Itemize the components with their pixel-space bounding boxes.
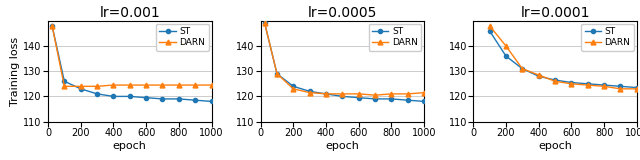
DARN [568, 83, 575, 85]
ST [616, 85, 624, 87]
ST [600, 84, 608, 86]
DARN [388, 93, 396, 95]
Legend: ST, DARN: ST, DARN [156, 24, 209, 51]
ST [355, 97, 363, 99]
ST [109, 95, 117, 97]
DARN [486, 25, 493, 27]
ST [175, 98, 182, 100]
DARN [48, 25, 56, 27]
Line: ST: ST [488, 29, 639, 90]
DARN [551, 80, 559, 82]
ST [339, 95, 346, 97]
Title: lr=0.0005: lr=0.0005 [308, 6, 377, 20]
DARN [93, 85, 101, 87]
ST [420, 100, 428, 102]
DARN [404, 93, 412, 95]
X-axis label: epoch: epoch [538, 141, 572, 151]
ST [273, 73, 281, 75]
Legend: ST, DARN: ST, DARN [369, 24, 422, 51]
X-axis label: epoch: epoch [113, 141, 147, 151]
DARN [289, 88, 297, 90]
DARN [535, 74, 543, 76]
ST [404, 99, 412, 101]
DARN [322, 93, 330, 95]
DARN [109, 84, 117, 86]
X-axis label: epoch: epoch [326, 141, 359, 151]
Line: DARN: DARN [262, 21, 427, 98]
Title: lr=0.001: lr=0.001 [99, 6, 160, 20]
ST [61, 80, 68, 82]
DARN [584, 84, 591, 86]
ST [191, 99, 199, 101]
ST [518, 68, 526, 70]
ST [584, 83, 591, 85]
Line: DARN: DARN [487, 23, 639, 91]
DARN [420, 92, 428, 94]
DARN [142, 84, 150, 86]
ST [535, 75, 543, 77]
DARN [208, 84, 216, 86]
DARN [175, 84, 182, 86]
DARN [261, 22, 269, 24]
DARN [77, 85, 84, 87]
Line: ST: ST [262, 21, 426, 104]
DARN [273, 73, 281, 75]
ST [371, 98, 379, 100]
DARN [518, 68, 526, 70]
DARN [159, 84, 166, 86]
DARN [126, 84, 134, 86]
ST [261, 22, 269, 24]
ST [306, 90, 314, 92]
ST [289, 85, 297, 87]
Legend: ST, DARN: ST, DARN [581, 24, 634, 51]
DARN [616, 88, 624, 90]
Line: DARN: DARN [50, 23, 214, 89]
DARN [355, 93, 363, 95]
Line: ST: ST [50, 24, 214, 104]
DARN [502, 45, 510, 47]
ST [93, 93, 101, 95]
ST [568, 82, 575, 84]
ST [77, 88, 84, 90]
ST [126, 95, 134, 97]
ST [502, 55, 510, 57]
ST [388, 98, 396, 100]
DARN [371, 94, 379, 96]
DARN [600, 85, 608, 87]
ST [486, 30, 493, 32]
DARN [633, 88, 640, 90]
ST [142, 97, 150, 99]
ST [159, 98, 166, 100]
DARN [306, 92, 314, 94]
ST [208, 100, 216, 102]
ST [322, 93, 330, 95]
ST [633, 87, 640, 88]
DARN [61, 85, 68, 87]
Y-axis label: Training loss: Training loss [10, 37, 20, 106]
ST [48, 25, 56, 27]
Title: lr=0.0001: lr=0.0001 [520, 6, 590, 20]
ST [551, 79, 559, 81]
DARN [191, 84, 199, 86]
DARN [339, 93, 346, 95]
